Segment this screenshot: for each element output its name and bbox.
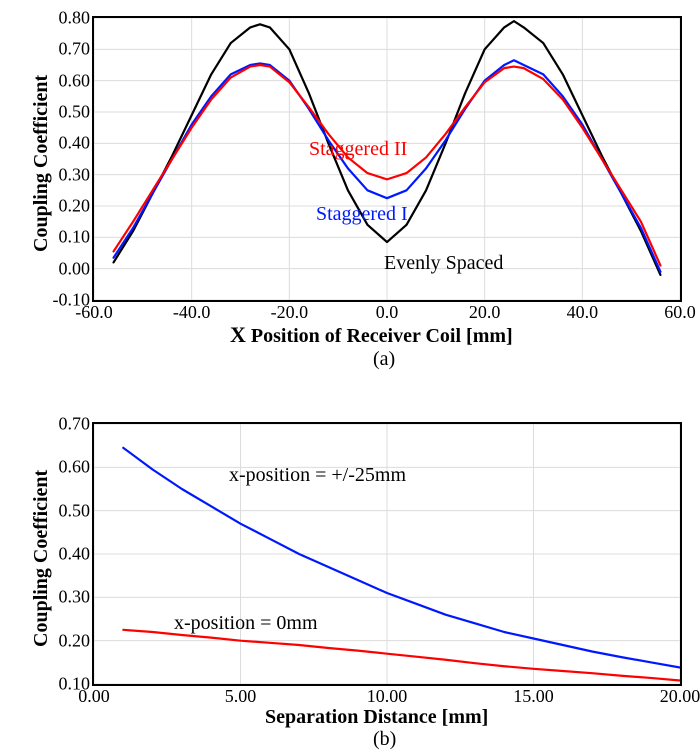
ytick-label: 0.40 (59, 544, 95, 565)
panel-b-ylabel: Coupling Coefficient (30, 470, 53, 647)
ytick-label: 0.30 (59, 587, 95, 608)
xtick-label: 10.00 (367, 684, 408, 707)
chart-annotation: x-position = +/-25mm (229, 464, 406, 487)
figure-page: -0.100.000.100.200.300.400.500.600.700.8… (0, 0, 700, 749)
ytick-label: 0.20 (59, 196, 95, 217)
panel-a-plot-area: -0.100.000.100.200.300.400.500.600.700.8… (92, 16, 682, 302)
panel-a-ylabel: Coupling Coefficient (30, 75, 53, 252)
xtick-label: 20.0 (469, 300, 501, 323)
ytick-label: 0.40 (59, 133, 95, 154)
ytick-label: 0.20 (59, 630, 95, 651)
ytick-label: 0.70 (59, 414, 95, 435)
ytick-label: 0.70 (59, 39, 95, 60)
chart-annotation: Staggered I (316, 203, 408, 226)
panel-b-sublabel: (b) (373, 728, 396, 751)
ytick-label: 0.50 (59, 102, 95, 123)
panel-b-xlabel: Separation Distance [mm] (265, 706, 488, 729)
chart-annotation: x-position = 0mm (174, 612, 318, 635)
xtick-label: 15.00 (513, 684, 554, 707)
xtick-label: 60.0 (664, 300, 696, 323)
xtick-label: 40.0 (567, 300, 599, 323)
xtick-label: -60.0 (75, 300, 113, 323)
xtick-label: 0.00 (78, 684, 110, 707)
ytick-label: 0.60 (59, 70, 95, 91)
series-line (123, 630, 680, 681)
xtick-label: -20.0 (271, 300, 309, 323)
xtick-label: 5.00 (225, 684, 257, 707)
ytick-label: 0.50 (59, 500, 95, 521)
ytick-label: 0.60 (59, 457, 95, 478)
panel-a-sublabel: (a) (373, 348, 395, 371)
ytick-label: 0.30 (59, 164, 95, 185)
panel-b-plot-area: 0.100.200.300.400.500.600.700.005.0010.0… (92, 422, 682, 686)
panel-a-xlabel-text: Position of Receiver Coil [mm] (246, 325, 513, 347)
ytick-label: 0.00 (59, 258, 95, 279)
xtick-label: -40.0 (173, 300, 211, 323)
xtick-label: 20.00 (660, 684, 700, 707)
panel-a-xlabel: X Position of Receiver Coil [mm] (230, 322, 513, 348)
panel-a-xlabel-x: X (230, 322, 246, 347)
xtick-label: 0.0 (376, 300, 399, 323)
ytick-label: 0.80 (59, 8, 95, 29)
chart-annotation: Staggered II (309, 138, 407, 161)
ytick-label: 0.10 (59, 227, 95, 248)
chart-annotation: Evenly Spaced (384, 252, 503, 275)
